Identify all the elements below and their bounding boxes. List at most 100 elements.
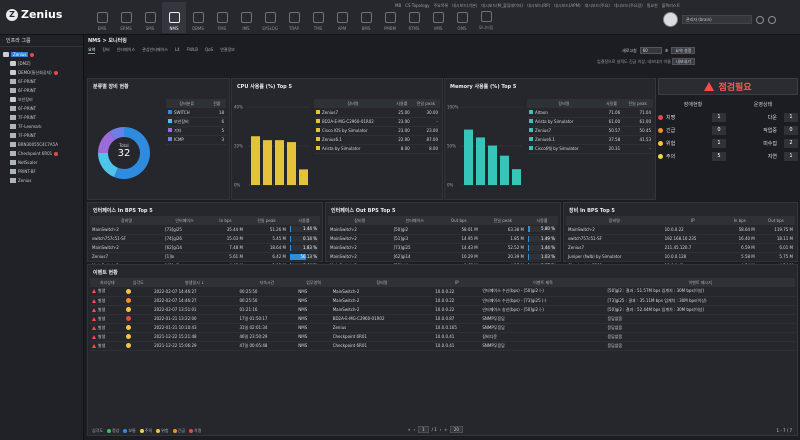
table-row[interactable]: MainSwitch-2 [62]gi14 10.29 M 20.39 M 1.03 %	[328, 252, 558, 262]
table-row[interactable]: MainSwitch-2 [73]gi25 14.43 M 52.52 M 1.44 %	[328, 243, 558, 253]
logo[interactable]: Z Zenius	[6, 8, 62, 21]
chart-bar-4[interactable]	[299, 169, 308, 185]
top-link[interactable]: 대시보드(주요)	[584, 3, 610, 8]
donut-slice-0[interactable]	[114, 127, 150, 179]
legend-item[interactable]: 치명	[188, 428, 201, 434]
table-row[interactable]: Cisco IOS by Simulator 23.00 23.00	[314, 126, 440, 136]
module-16[interactable]: 모니터링	[474, 2, 498, 33]
top-link[interactable]: 대시보드(M_볼류데이터)	[481, 3, 524, 8]
tree-node[interactable]: Checkpoint 6R01	[3, 149, 83, 158]
tree-node[interactable]: Zenius	[3, 50, 83, 59]
column-header[interactable]: 전일 peak	[411, 99, 440, 108]
column-header[interactable]: In bps	[206, 216, 245, 225]
table-row[interactable]: MainSwitch-2 10.0.0.22 58.64 M 119.75 M	[566, 225, 795, 235]
top-link[interactable]: 주요목록	[433, 3, 449, 8]
severity-row[interactable]: 주의 5	[658, 151, 726, 162]
chart-bar-3[interactable]	[500, 155, 509, 185]
column-header[interactable]: 사용률	[526, 216, 558, 225]
column-header[interactable]: Out bps	[756, 216, 795, 225]
table-row[interactable]: ICMP 3	[166, 135, 226, 145]
tree-node[interactable]: BRN30055C4C7A5A	[3, 140, 83, 149]
top-link[interactable]: 필요한	[646, 3, 658, 8]
column-header[interactable]: 심각도	[124, 278, 153, 287]
column-header[interactable]: IP	[662, 216, 723, 225]
ops-row[interactable]: 다운 1	[730, 112, 798, 123]
column-header[interactable]: 장비명	[314, 99, 393, 108]
column-header[interactable]: 전황	[207, 99, 226, 108]
module-5[interactable]: FMS	[210, 2, 234, 33]
tree-node[interactable]: 7F-PRINT	[3, 131, 83, 140]
column-header[interactable]: 이벤트 제목	[480, 278, 606, 287]
table-row[interactable]: MainSwitch-2 [62]gi14 7.48 M 18.64 M 1.83 %	[90, 243, 320, 253]
module-11[interactable]: BMS	[354, 2, 378, 33]
column-header[interactable]: 이벤트 메시지	[605, 278, 795, 287]
legend-item[interactable]: 긴급	[172, 428, 185, 434]
table-row[interactable]: Zenius7 50.57 50.45	[527, 126, 653, 136]
first-page-icon[interactable]: «	[408, 427, 411, 432]
column-header[interactable]: 장비명	[328, 216, 392, 225]
chart-bar-0[interactable]	[464, 129, 473, 185]
severity-row[interactable]: 위험 1	[658, 138, 726, 149]
module-3[interactable]: NMS	[162, 2, 186, 33]
table-row[interactable]: switch757c51-SF [74]gi26 15.03 M 5.45 M 0.14…	[90, 234, 320, 244]
chart-bar-0[interactable]	[251, 136, 260, 185]
table-row[interactable]: MainSwitch-2 [73]gi25 35.44 M 51.26 M 1.44 %	[90, 225, 320, 235]
tab-7[interactable]: 연결정보	[220, 47, 235, 52]
table-row[interactable]: Arista by Simulator 61.00 61.00	[527, 117, 653, 127]
top-link[interactable]: MB	[395, 3, 402, 8]
top-link[interactable]: 대시보드(RP)	[527, 3, 551, 8]
column-header[interactable]: 인터페이스	[391, 216, 438, 225]
module-2[interactable]: SMS	[138, 2, 162, 33]
table-row[interactable]: Cisco6웨 by Simulator 20.31-	[527, 144, 653, 154]
next-page-icon[interactable]: ›	[439, 427, 442, 432]
top-link[interactable]: 대시보드(주요망)	[613, 3, 643, 8]
tab-6[interactable]: QoS	[204, 47, 214, 52]
top-link[interactable]: 대시보드(기본)	[452, 3, 478, 8]
chart-bar-3[interactable]	[287, 142, 296, 185]
module-0[interactable]: EMS	[90, 2, 114, 33]
column-header[interactable]: 장비명	[330, 278, 434, 287]
column-header[interactable]: 장비명	[566, 216, 663, 225]
tree-node[interactable]: 보안장비	[3, 95, 83, 104]
ops-row[interactable]: 미수집 2	[730, 138, 798, 149]
legend-item[interactable]: 위험	[156, 428, 169, 434]
table-row[interactable]: switch757c51-SF 192.168.10.235 16.40 M 18.1…	[566, 234, 795, 244]
tab-2[interactable]: 인터페이스	[116, 47, 136, 52]
table-row[interactable]: 발생 2022-01-21 10:10:43 31일 02:01:34 NMS Zeni…	[90, 323, 795, 333]
tab-3[interactable]: 관심인터페이스	[142, 47, 168, 52]
tree-node[interactable]: PRINT-BF	[3, 167, 83, 176]
tree-node[interactable]: Zenius	[3, 176, 83, 185]
tree-node[interactable]: 7F-Lexmark	[3, 122, 83, 131]
table-row[interactable]: Juniper (fwlb) by Simulator 10.0.0.128 5.5…	[566, 252, 795, 262]
tab-1[interactable]: 장비	[102, 47, 110, 52]
table-row[interactable]: 발생 2022-02-07 14:46:27 00:25:50 NMS MainSwit…	[90, 296, 795, 306]
module-1[interactable]: ERMS	[114, 2, 138, 33]
table-row[interactable]: Altaon 71.06 71.04	[527, 108, 653, 118]
column-header[interactable]: 사용률	[288, 216, 320, 225]
table-row[interactable]: Zenius7 [1]lo 5.61 M 6.42 M 56.13 %	[90, 252, 320, 262]
table-row[interactable]: 발생 2021-12-22 15:21:48 46일 23:50:29 NMS Chec…	[90, 332, 795, 342]
tree-node[interactable]: 7F-PRINT	[3, 113, 83, 122]
column-header[interactable]: 업무영역	[296, 278, 331, 287]
table-row[interactable]: BD2A-E-MG-C2960-01R02 23.00-	[314, 117, 440, 127]
tab-4[interactable]: L4	[174, 47, 180, 52]
table-row[interactable]: 발생 2022-02-07 14:46:27 00:25:50 NMS MainSwit…	[90, 287, 795, 297]
prev-page-icon[interactable]: ‹	[413, 427, 416, 432]
column-header[interactable]: Out bps	[437, 216, 480, 225]
user-select[interactable]: 관리자 (brain)	[682, 15, 752, 24]
tree-node[interactable]: 6F-PRINT	[3, 77, 83, 86]
top-link[interactable]: 대시보드(APM)	[554, 3, 581, 8]
alarm-header[interactable]: 점검필요	[658, 78, 798, 95]
tab-5[interactable]: FWLB	[186, 47, 198, 52]
module-10[interactable]: APM	[330, 2, 354, 33]
last-page-icon[interactable]: »	[444, 427, 447, 432]
module-7[interactable]: SYSLOG	[258, 2, 282, 33]
table-row[interactable]: 보안장비 6	[166, 117, 226, 127]
column-header[interactable]: 장비분류	[166, 99, 208, 108]
column-header[interactable]: 지속시간	[237, 278, 297, 287]
logout-icon[interactable]	[768, 15, 776, 24]
table-row[interactable]: MainSwitch-2 [50]gi2 58.01 M 63.38 M 5.80 %	[328, 225, 558, 235]
ops-row[interactable]: 지연 1	[730, 151, 798, 162]
tab-0[interactable]: 요약	[88, 47, 96, 54]
legend-item[interactable]: 주의	[139, 428, 152, 434]
